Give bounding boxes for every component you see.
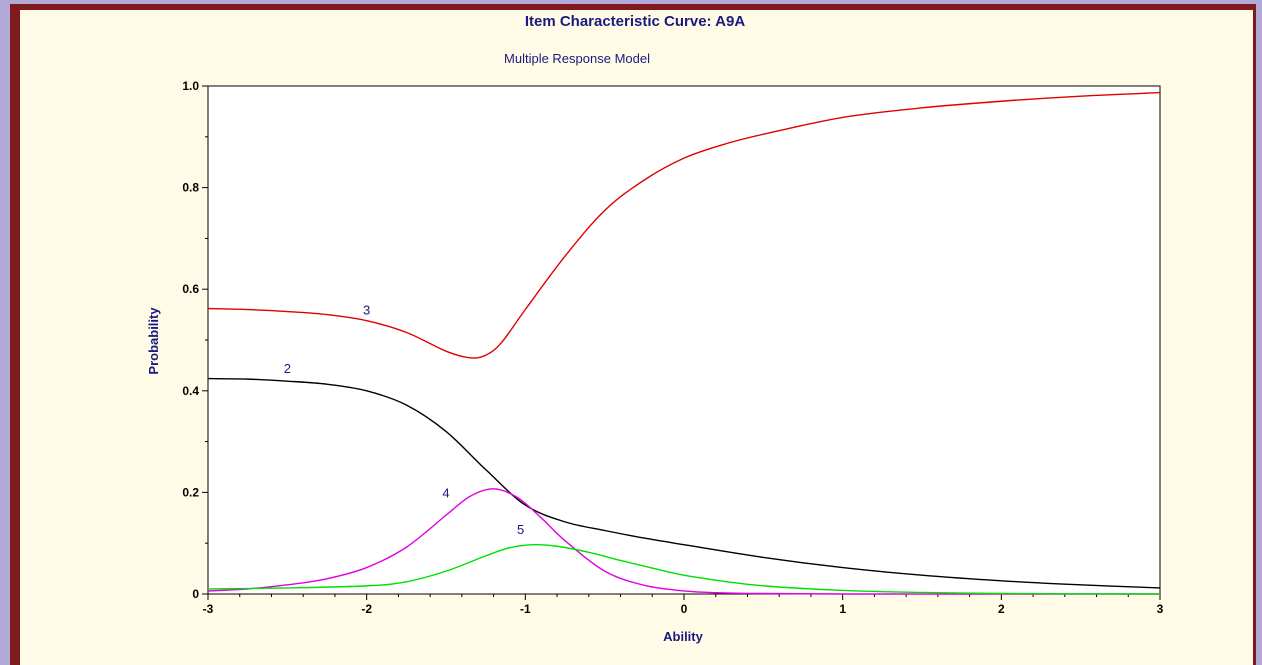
x-tick-label: 3 — [1157, 602, 1164, 616]
curve-labels: 3 2 4 5 — [284, 303, 524, 537]
series-label-2: 2 — [284, 361, 291, 376]
x-tick-label: 0 — [681, 602, 688, 616]
y-tick-label: 0.6 — [182, 282, 199, 296]
x-tick-label: -3 — [203, 602, 214, 616]
x-axis-label: Ability — [663, 629, 703, 644]
y-tick-label: 0.8 — [182, 181, 199, 195]
y-tick-label: 0.4 — [182, 384, 199, 398]
series-label-4: 4 — [442, 485, 449, 500]
series-label-3: 3 — [363, 303, 370, 318]
x-tick-label: -2 — [361, 602, 372, 616]
series-label-5: 5 — [517, 522, 524, 537]
axes: -3 -2 -1 0 1 2 3 0 0.2 0.4 0.6 0.8 1.0 — [182, 79, 1163, 616]
y-tick-label: 0 — [192, 587, 199, 601]
x-tick-label: -1 — [520, 602, 531, 616]
chart-title: Item Characteristic Curve: A9A — [525, 13, 746, 30]
plot-area — [207, 85, 1161, 595]
chart-subtitle: Multiple Response Model — [504, 51, 650, 66]
x-tick-label: 2 — [998, 602, 1005, 616]
x-tick-label: 1 — [839, 602, 846, 616]
y-tick-label: 0.2 — [182, 485, 199, 499]
series-line-2 — [207, 377, 1161, 589]
series-line-4 — [207, 488, 1160, 595]
series-line-5 — [207, 543, 1161, 595]
series-group — [207, 91, 1161, 595]
y-tick-label: 1.0 — [182, 79, 199, 93]
y-axis-label: Probability — [146, 307, 161, 375]
series-line-3 — [207, 91, 1161, 359]
